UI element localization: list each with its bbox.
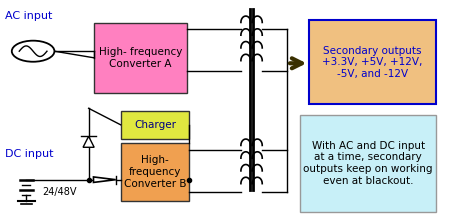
FancyBboxPatch shape [301,115,436,211]
Polygon shape [94,177,116,182]
FancyBboxPatch shape [121,143,189,200]
Text: High- frequency
Converter A: High- frequency Converter A [99,47,182,69]
Text: With AC and DC input
at a time, secondary
outputs keep on working
even at blacko: With AC and DC input at a time, secondar… [303,141,433,186]
Text: AC input: AC input [5,11,53,21]
Text: Secondary outputs
+3.3V, +5V, +12V,
-5V, and -12V: Secondary outputs +3.3V, +5V, +12V, -5V,… [322,46,423,79]
FancyBboxPatch shape [121,110,189,139]
Circle shape [12,41,54,62]
FancyBboxPatch shape [94,23,187,93]
Text: High-
frequency
Converter B: High- frequency Converter B [124,155,186,189]
Text: Charger: Charger [134,120,176,130]
FancyBboxPatch shape [309,21,436,104]
Text: 24/48V: 24/48V [42,187,76,197]
Polygon shape [83,136,94,147]
Text: DC input: DC input [5,149,54,159]
